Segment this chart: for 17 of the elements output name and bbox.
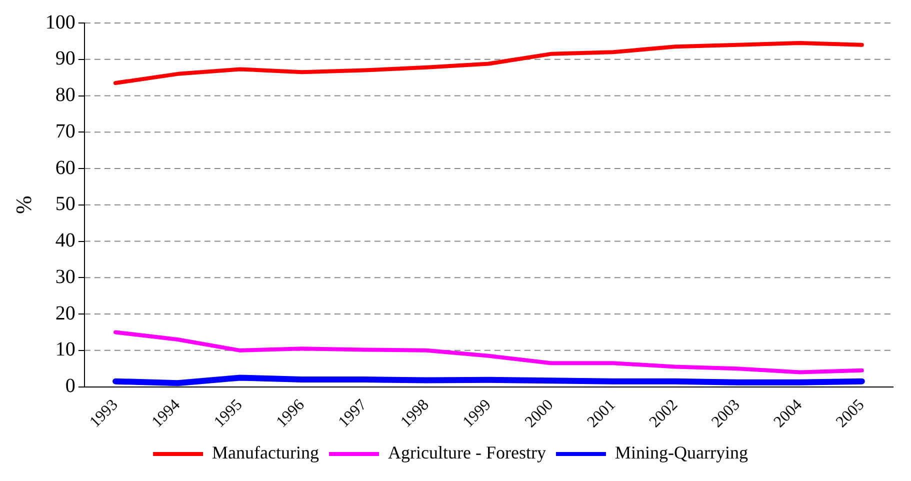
y-tick-label: 90	[55, 48, 76, 70]
y-tick-label: 0	[65, 375, 76, 398]
legend-label: Manufacturing	[212, 442, 320, 463]
y-axis-title: %	[10, 196, 36, 214]
y-tick-label: 50	[55, 193, 76, 216]
y-tick-label: 80	[55, 84, 76, 106]
y-tick-label: 40	[55, 230, 76, 252]
y-tick-label: 100	[45, 11, 76, 34]
x-tick-label: 2001	[584, 396, 619, 432]
y-tick-label: 30	[55, 266, 76, 288]
y-tick-label: 20	[55, 302, 76, 324]
y-tick-label: 10	[55, 338, 76, 361]
legend-label: Mining-Quarrying	[614, 442, 748, 463]
legend-label: Agriculture - Forestry	[388, 442, 546, 463]
y-tick-label: 70	[55, 120, 76, 142]
x-tick-label: 1999	[460, 396, 494, 432]
y-tick-label: 60	[55, 156, 76, 179]
